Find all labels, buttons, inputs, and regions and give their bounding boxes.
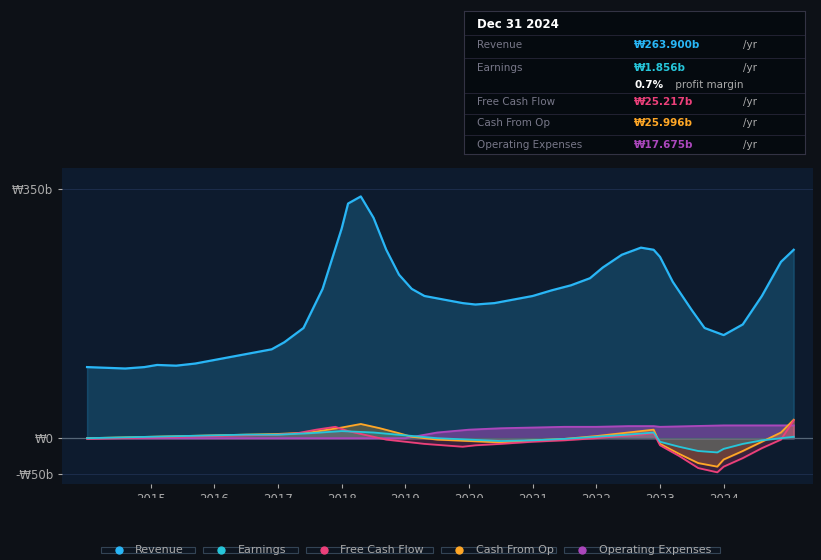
FancyBboxPatch shape [305,547,433,553]
FancyBboxPatch shape [442,547,557,553]
Text: ₩25.996b: ₩25.996b [635,118,693,128]
Text: /yr: /yr [743,118,757,128]
FancyBboxPatch shape [565,547,721,553]
Text: /yr: /yr [743,140,757,150]
Text: ₩17.675b: ₩17.675b [635,140,694,150]
Text: Earnings: Earnings [478,63,523,73]
Text: Operating Expenses: Operating Expenses [599,545,711,555]
Text: Cash From Op: Cash From Op [476,545,553,555]
Text: Free Cash Flow: Free Cash Flow [478,97,556,107]
Text: Free Cash Flow: Free Cash Flow [340,545,424,555]
Text: Operating Expenses: Operating Expenses [478,140,583,150]
Text: Revenue: Revenue [478,40,523,50]
Text: ₩25.217b: ₩25.217b [635,97,694,107]
Text: Earnings: Earnings [237,545,287,555]
Text: profit margin: profit margin [672,80,743,90]
Text: ₩1.856b: ₩1.856b [635,63,686,73]
Text: Cash From Op: Cash From Op [478,118,551,128]
Text: /yr: /yr [743,63,757,73]
FancyBboxPatch shape [203,547,297,553]
Text: /yr: /yr [743,97,757,107]
Text: /yr: /yr [743,40,757,50]
Text: 0.7%: 0.7% [635,80,663,90]
Text: Revenue: Revenue [135,545,184,555]
Text: ₩263.900b: ₩263.900b [635,40,700,50]
FancyBboxPatch shape [100,547,195,553]
Text: Dec 31 2024: Dec 31 2024 [478,18,559,31]
